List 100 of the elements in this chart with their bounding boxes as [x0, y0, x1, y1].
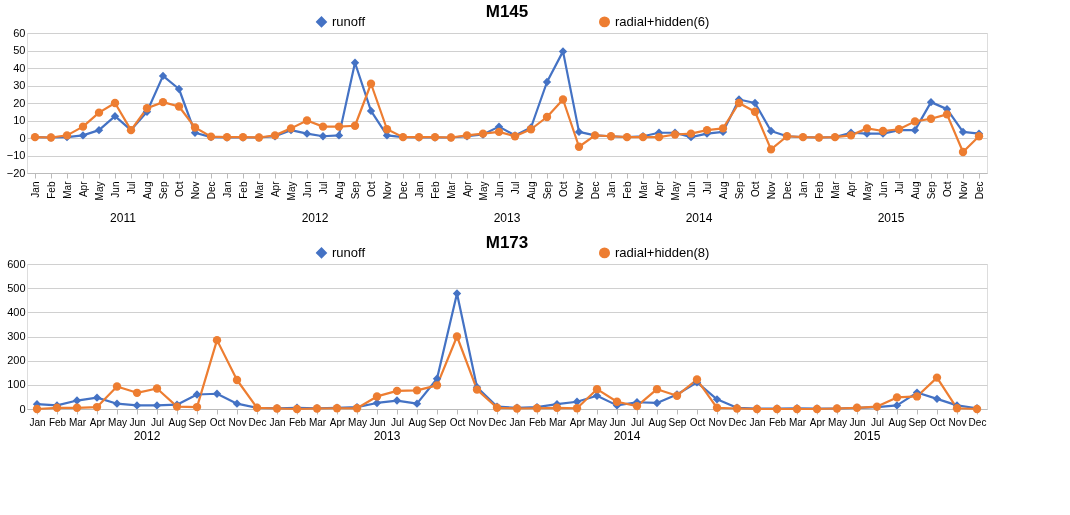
point [750, 107, 760, 116]
x-tick-label: Jan [749, 416, 766, 428]
point [92, 402, 102, 412]
point [174, 102, 184, 111]
x-tick-label: Aug [168, 416, 187, 428]
x-tick-label: Nov [957, 181, 969, 200]
x-tick-label: Dec [205, 181, 217, 200]
point [372, 392, 382, 401]
point [766, 126, 776, 136]
point [152, 384, 162, 393]
point [94, 108, 104, 117]
point [574, 142, 584, 151]
y-tick-label: 0 [19, 131, 26, 144]
x-tick-label: Feb [429, 181, 441, 199]
point [158, 71, 168, 81]
legend-label: runoff [332, 13, 366, 29]
x-tick-label: Sep [908, 416, 927, 428]
point [942, 110, 952, 119]
x-tick-label: Jan [413, 181, 425, 198]
y-tick-label: 10 [13, 114, 26, 126]
y-tick-label: 400 [7, 305, 26, 318]
x-tick-label: May [669, 181, 681, 201]
x-tick-label: Jun [877, 181, 889, 198]
x-tick-label: Apr [461, 180, 473, 198]
x-tick-label: May [588, 416, 607, 428]
x-tick-label: Jun [301, 181, 313, 198]
point [112, 399, 122, 408]
point [432, 381, 442, 390]
x-tick-label: Dec [397, 181, 409, 200]
point [32, 404, 42, 414]
point [212, 335, 222, 345]
x-tick-label: Jun [109, 181, 121, 198]
x-tick-label: Nov [765, 181, 777, 200]
point [94, 125, 104, 135]
x-tick-label: Oct [929, 416, 946, 428]
x-tick-label: Oct [749, 181, 761, 198]
text: 2015 [853, 429, 881, 443]
point [912, 392, 922, 401]
x-tick-label: Sep [733, 181, 745, 200]
point [78, 131, 88, 140]
x-tick-label: Mar [61, 180, 73, 199]
x-tick-label: Mar [788, 416, 807, 428]
point [232, 399, 242, 408]
text: 2015 [877, 211, 905, 225]
point [910, 117, 920, 126]
point [766, 145, 776, 154]
x-tick-label: Jan [509, 416, 526, 428]
x-tick-label: Oct [941, 181, 953, 198]
y-tick-label: 100 [7, 378, 26, 391]
point [750, 98, 760, 108]
x-tick-label: Sep [541, 181, 553, 200]
point [718, 124, 728, 133]
x-tick-label: Apr [329, 416, 346, 428]
x-tick-label: Jan [221, 181, 233, 198]
point [734, 98, 744, 108]
point [494, 127, 504, 137]
point [932, 394, 942, 404]
point [412, 386, 422, 395]
x-tick-label: Apr [653, 180, 665, 198]
y-tick-label: 200 [7, 354, 26, 367]
x-tick-label: Feb [768, 416, 787, 428]
point [212, 389, 222, 398]
x-tick-label: Jan [797, 181, 809, 198]
x-tick-label: Feb [621, 181, 633, 199]
x-tick-label: Nov [228, 416, 247, 428]
x-tick-label: Jul [631, 416, 644, 428]
point [686, 129, 696, 138]
point [302, 116, 312, 125]
x-tick-label: Sep [349, 181, 361, 200]
legend-label: radial+hidden(6) [615, 13, 710, 29]
x-tick-label: May [285, 181, 297, 201]
point [334, 122, 344, 131]
point [654, 132, 664, 142]
x-tick-label: Nov [189, 181, 201, 200]
x-tick-label: Jun [129, 416, 146, 428]
y-tick-label: 60 [13, 26, 26, 39]
x-tick-label: Dec [968, 416, 987, 428]
point [110, 111, 120, 121]
x-tick-label: Oct [173, 181, 185, 198]
x-tick-label: Jun [685, 181, 697, 198]
point [78, 122, 88, 131]
x-tick-label: Jul [893, 181, 905, 195]
x-tick-label: Feb [528, 416, 547, 428]
point [572, 404, 582, 413]
x-tick-label: Sep [668, 416, 687, 428]
x-tick-label: Mar [68, 416, 87, 428]
y-tick-label: 50 [13, 44, 26, 56]
y-tick-label: −10 [6, 149, 26, 161]
x-tick-label: Apr [569, 416, 586, 428]
x-tick-label: Apr [269, 180, 281, 198]
x-tick-label: Jul [701, 181, 713, 195]
x-tick-label: Apr [845, 180, 857, 198]
x-tick-label: Sep [157, 181, 169, 200]
point [334, 131, 344, 140]
point [926, 114, 936, 123]
point [712, 403, 722, 412]
point [632, 401, 642, 411]
point [862, 124, 872, 133]
x-tick-label: Jan [269, 416, 286, 428]
x-tick-label: Dec [728, 416, 747, 428]
